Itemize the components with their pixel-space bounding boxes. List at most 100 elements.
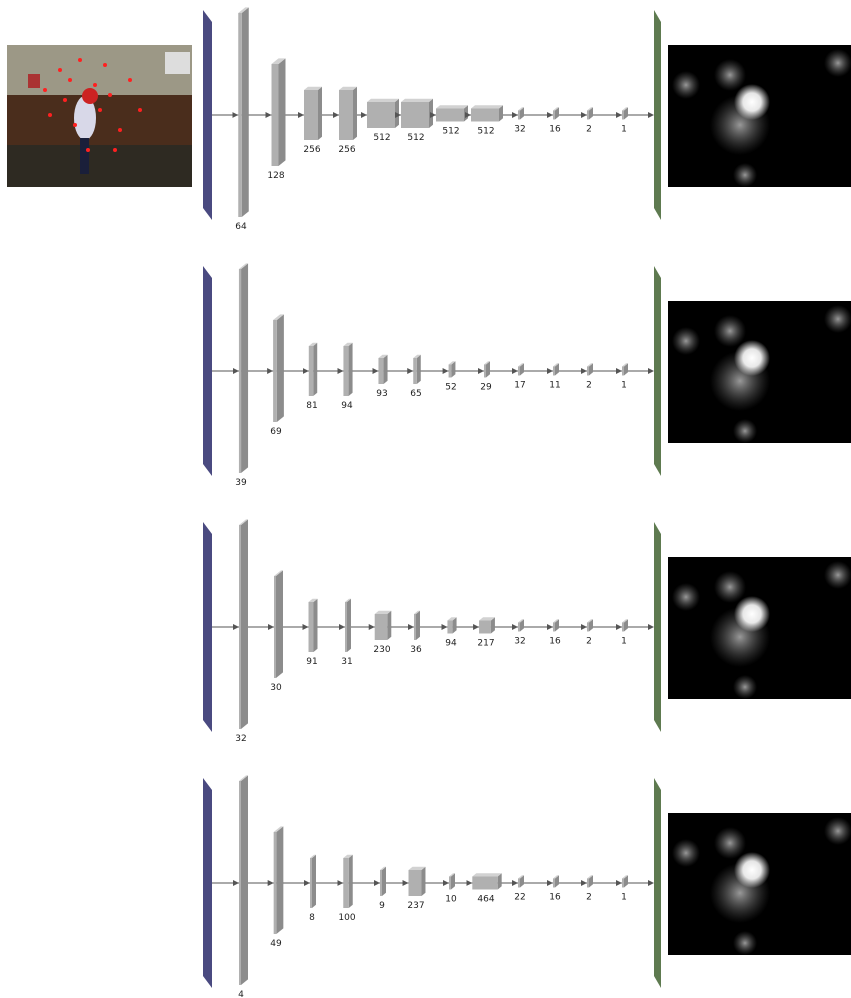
block-side <box>313 599 317 652</box>
map-blob <box>672 583 700 611</box>
layer-label: 16 <box>549 125 561 135</box>
block-front <box>553 879 555 888</box>
layer-block <box>343 343 352 396</box>
saliency-map <box>668 557 851 699</box>
block-side <box>312 855 316 908</box>
block-top <box>401 99 433 102</box>
block-front <box>274 576 276 678</box>
block-front <box>449 877 451 890</box>
layer-block <box>518 619 524 631</box>
layer-block <box>309 343 317 396</box>
layer-label: 17 <box>514 381 525 391</box>
layer-block <box>622 107 628 119</box>
block-side <box>241 775 248 985</box>
layer-block <box>518 875 524 887</box>
layer-block <box>413 355 421 384</box>
layer-label: 94 <box>445 639 457 649</box>
block-front <box>484 365 486 378</box>
map-blob <box>672 839 700 867</box>
block-front <box>239 269 241 473</box>
layer-label: 512 <box>442 127 459 137</box>
layer-label: 2 <box>586 893 592 903</box>
block-front <box>587 367 589 376</box>
layer-block <box>484 361 490 377</box>
layer-label: 29 <box>480 383 492 393</box>
map-blob <box>734 84 770 120</box>
layer-label: 49 <box>270 939 282 949</box>
layer-block <box>587 107 593 119</box>
layer-label: 16 <box>549 893 561 903</box>
layer-block <box>587 875 593 887</box>
layer-block <box>622 619 628 631</box>
output-panel <box>654 10 661 220</box>
map-blob <box>714 315 746 347</box>
layer-label: 32 <box>514 125 525 135</box>
block-front <box>401 102 429 128</box>
layer-label: 93 <box>376 389 387 399</box>
block-front <box>367 102 395 128</box>
layer-block <box>479 617 495 633</box>
layer-label: 69 <box>270 427 282 437</box>
block-front <box>239 781 241 985</box>
layer-label: 256 <box>303 145 320 155</box>
layer-label: 81 <box>306 401 317 411</box>
network-row: 4498100923710464221621 <box>203 775 851 998</box>
input-panel <box>203 266 212 476</box>
block-front <box>238 13 242 217</box>
layer-label: 1 <box>621 381 627 391</box>
figure: 6412825625651251251251232162139698194936… <box>0 0 851 998</box>
block-side <box>349 855 353 908</box>
map-blob <box>734 340 770 376</box>
block-front <box>553 623 555 632</box>
block-side <box>277 314 284 422</box>
block-side <box>276 826 283 934</box>
map-blob <box>672 327 700 355</box>
block-front <box>345 602 347 652</box>
block-front <box>413 358 417 384</box>
layer-label: 36 <box>410 645 422 655</box>
block-top <box>471 105 503 108</box>
block-side <box>347 599 351 652</box>
layer-label: 2 <box>586 637 592 647</box>
layer-block <box>367 99 399 128</box>
layer-label: 32 <box>235 734 246 744</box>
layer-block <box>274 826 284 934</box>
layer-block <box>472 873 501 889</box>
network-row: 3969819493655229171121 <box>203 263 851 488</box>
block-top <box>472 873 501 876</box>
block-front <box>518 367 520 376</box>
layer-block <box>343 855 352 908</box>
block-side <box>349 343 353 396</box>
layer-label: 2 <box>586 125 592 135</box>
layer-block <box>414 611 420 640</box>
layer-block <box>409 867 426 896</box>
layer-block <box>622 363 628 375</box>
layer-label: 10 <box>445 895 457 905</box>
map-blob <box>824 305 851 333</box>
block-front <box>449 365 452 378</box>
layer-label: 512 <box>477 127 494 137</box>
layer-label: 32 <box>514 637 525 647</box>
block-front <box>380 870 382 896</box>
block-front <box>553 111 555 120</box>
block-side <box>276 570 283 678</box>
output-panel <box>654 778 661 988</box>
block-front <box>479 621 491 634</box>
layer-label: 16 <box>549 637 561 647</box>
layer-block <box>339 87 357 140</box>
map-blob <box>672 71 700 99</box>
layer-label: 217 <box>477 639 494 649</box>
layer-label: 256 <box>338 145 355 155</box>
layer-block <box>553 107 559 119</box>
map-blob <box>734 852 770 888</box>
map-blob <box>824 817 851 845</box>
layer-block <box>401 99 433 128</box>
layer-block <box>471 105 503 121</box>
map-blob <box>714 827 746 859</box>
layer-block <box>380 867 386 896</box>
block-front <box>587 111 589 120</box>
block-front <box>518 623 520 632</box>
map-blob <box>733 675 757 699</box>
block-front <box>447 621 452 634</box>
